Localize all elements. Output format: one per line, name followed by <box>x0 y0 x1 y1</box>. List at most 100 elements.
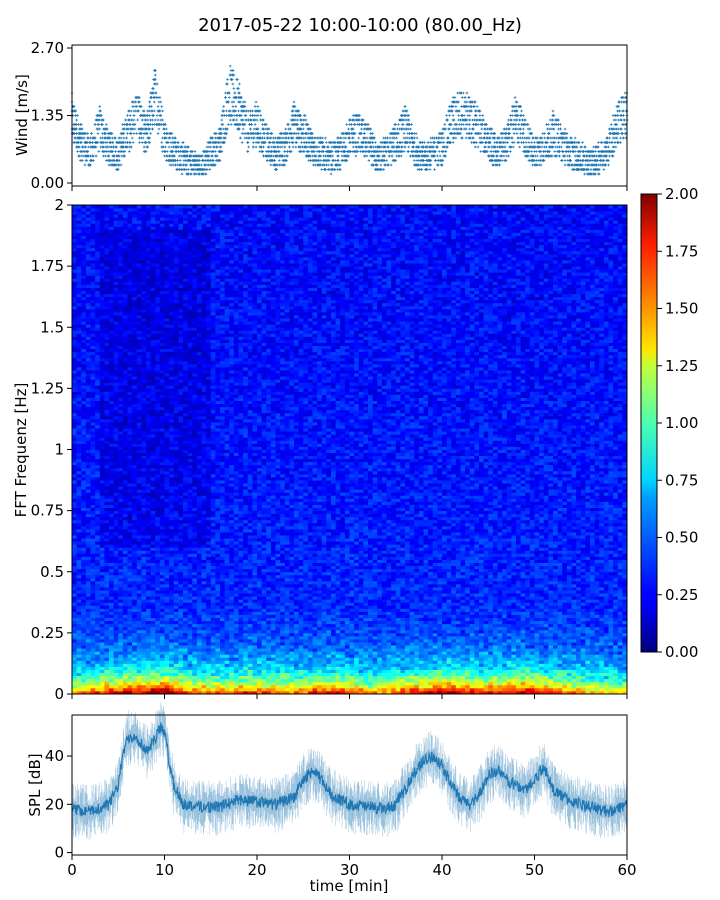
spectrogram-cell <box>294 675 300 680</box>
spectrogram-cell <box>571 687 577 692</box>
spectrogram-cell <box>192 681 198 686</box>
spectrogram-cell <box>451 669 457 674</box>
spectrogram-cell <box>451 684 457 689</box>
spectrogram-cell <box>294 681 300 686</box>
wind-point <box>80 159 84 162</box>
spectrogram-cell <box>141 678 147 683</box>
spectrogram-cell <box>442 675 448 680</box>
wind-point <box>89 163 92 167</box>
spectrogram-cell <box>594 687 600 692</box>
wind-point <box>400 141 404 144</box>
spectrogram-cell <box>432 675 438 680</box>
spectrogram-cell <box>548 687 554 692</box>
wind-point <box>356 141 360 144</box>
spectrogram-cell <box>280 678 286 683</box>
spectrogram-cell <box>233 672 239 677</box>
spectrogram-cell <box>136 684 142 689</box>
spectrogram-cell <box>233 684 239 689</box>
spectrogram-cell <box>146 681 152 686</box>
spectrogram-cell <box>349 684 355 689</box>
spectrogram-cell <box>354 687 360 692</box>
wind-point <box>228 64 232 68</box>
wind-point <box>152 114 155 117</box>
spectrogram-cell <box>590 687 596 692</box>
spectrogram-cell <box>344 675 350 680</box>
spectrogram-cell <box>432 678 438 683</box>
spectrogram-cell <box>150 684 156 689</box>
spectrogram-cell <box>233 687 239 692</box>
spectrogram-cell <box>109 678 115 683</box>
spectrogram-cell <box>553 684 559 689</box>
spectrogram-cell <box>76 675 82 680</box>
spectrogram-cell <box>414 675 420 680</box>
spectrogram-cell <box>354 675 360 680</box>
wind-point <box>119 136 123 140</box>
spectrogram-cell <box>506 666 512 670</box>
spectrogram-cell <box>576 687 582 692</box>
wind-point <box>297 132 300 135</box>
spectrogram-cell <box>534 684 540 689</box>
spectrogram-cell <box>608 687 614 692</box>
spectrogram-cell <box>127 675 133 680</box>
wind-point <box>255 118 259 122</box>
spectrogram-cell <box>432 681 438 686</box>
spectrogram-cell <box>409 675 415 680</box>
wind-point <box>157 127 161 131</box>
spectrogram-cell <box>90 678 96 683</box>
spectrogram-cell <box>418 672 424 677</box>
wind-point <box>465 91 469 95</box>
spectrogram-cell <box>381 675 387 680</box>
wind-point <box>97 150 101 153</box>
spectrogram-cell <box>590 678 596 683</box>
spectrogram-cell <box>423 681 429 686</box>
spectrogram-cell <box>72 663 78 667</box>
wind-point <box>283 150 287 153</box>
spectrogram-cell <box>520 678 526 683</box>
wind-point <box>153 118 157 122</box>
wind-point <box>453 96 457 99</box>
spectrogram-cell <box>497 669 503 674</box>
spectrogram-cell <box>534 681 540 686</box>
spectrogram-cell <box>488 681 494 686</box>
spectrogram-cell <box>553 687 559 692</box>
spectrogram-cell <box>72 675 78 680</box>
wind-point <box>263 136 266 140</box>
wind-point <box>241 127 245 131</box>
spectrogram-cell <box>206 672 212 677</box>
spectrogram-cell <box>516 675 522 680</box>
spectrogram-cell <box>520 684 526 689</box>
wind-point <box>426 141 430 144</box>
spectrogram-cell <box>247 684 253 689</box>
wind-point <box>78 145 81 149</box>
spectrogram-cell <box>599 672 605 677</box>
spectrogram-cell <box>220 678 226 683</box>
wind-point <box>124 118 127 122</box>
spectrogram-cell <box>474 687 480 692</box>
spectrogram-cell <box>141 675 147 680</box>
wind-point <box>122 132 126 135</box>
spectrogram-cell <box>557 681 563 686</box>
wind-point <box>331 154 335 158</box>
spectrogram-cell <box>155 672 161 677</box>
wind-point <box>329 172 333 176</box>
spectrogram-cell <box>303 684 309 689</box>
spectrogram-cell <box>525 669 531 674</box>
spectrogram-cell <box>377 669 383 674</box>
wind-point <box>347 127 350 131</box>
wind-point <box>90 132 93 135</box>
spectrogram-cell <box>127 681 133 686</box>
spectrogram-cell <box>414 681 420 686</box>
spectrogram-cell <box>344 681 350 686</box>
spectrogram-cell <box>81 681 87 686</box>
spectrogram-cell <box>150 687 156 692</box>
wind-point <box>479 132 483 135</box>
spectrogram-cell <box>391 678 397 683</box>
wind-point <box>136 118 139 122</box>
spectrogram-cell <box>173 681 179 686</box>
spectrogram-cell <box>469 684 475 689</box>
spectrogram-cell <box>492 675 498 680</box>
spectrogram-cell <box>432 666 438 670</box>
spectrogram-cell <box>557 675 563 680</box>
spectrogram-cell <box>391 687 397 692</box>
spectrogram-cell <box>423 678 429 683</box>
